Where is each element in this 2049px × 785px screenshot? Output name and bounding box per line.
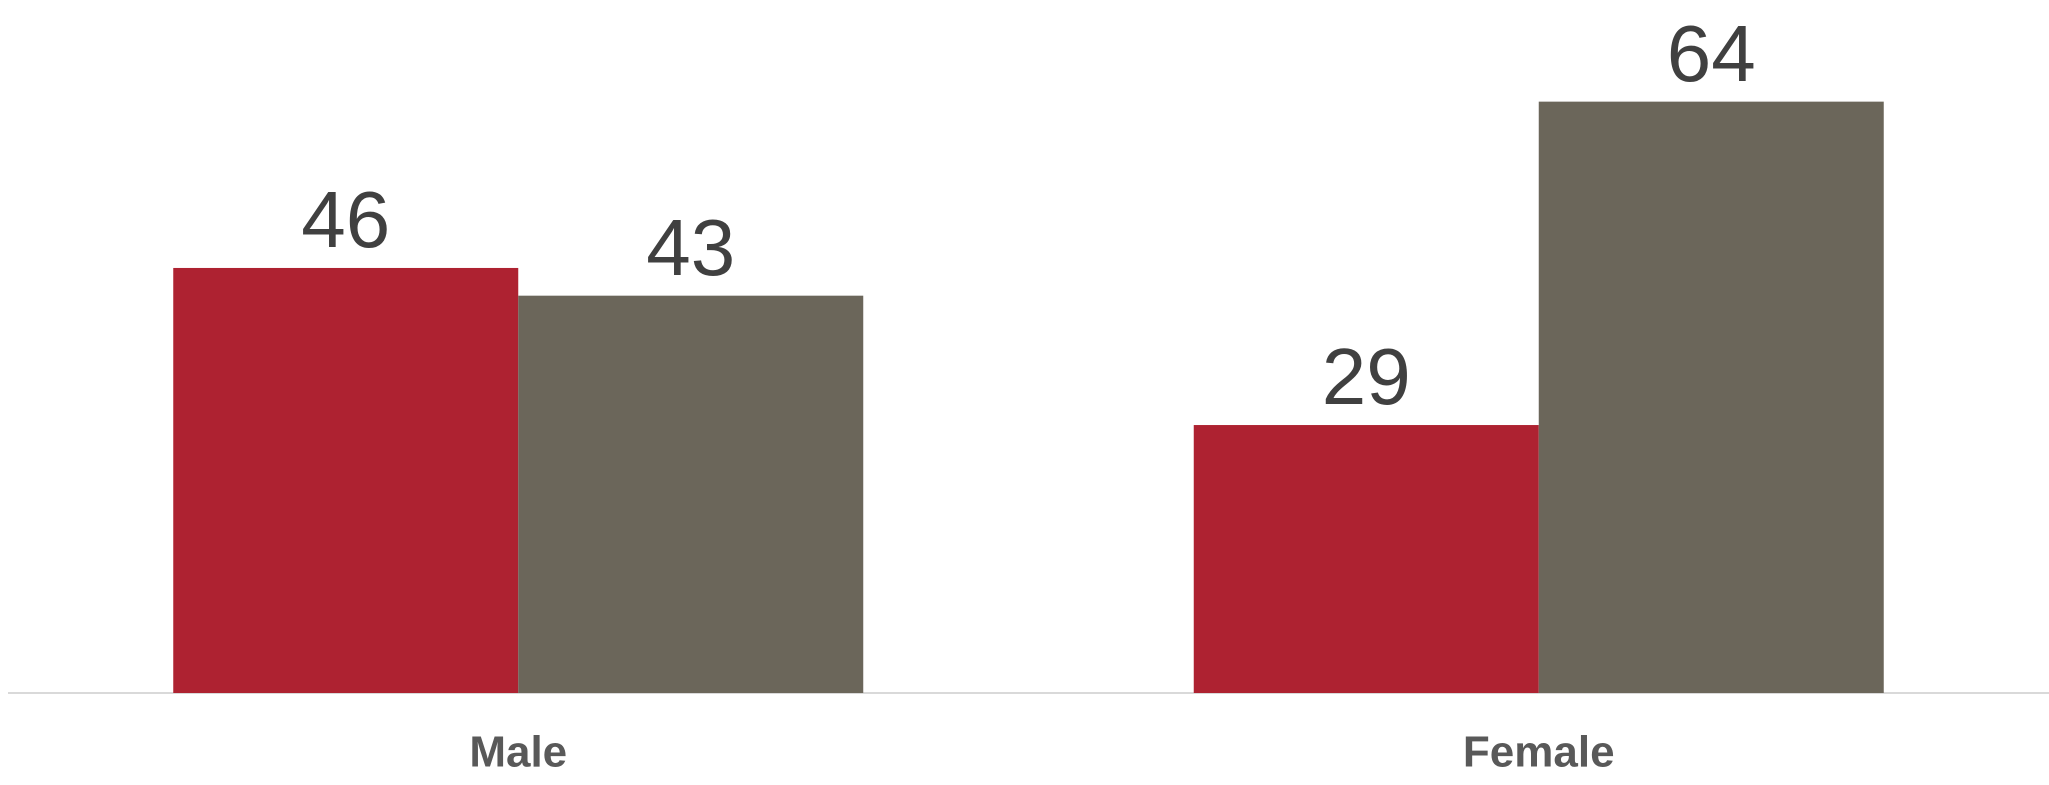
bar xyxy=(1538,101,1884,693)
data-label: 43 xyxy=(646,203,735,292)
bar xyxy=(518,295,864,693)
data-label: 29 xyxy=(1322,332,1411,421)
data-label: 64 xyxy=(1667,9,1756,98)
bar xyxy=(173,267,519,693)
data-label: 46 xyxy=(301,175,390,264)
x-tick-label: Male xyxy=(469,728,567,777)
x-tick-label: Female xyxy=(1463,728,1615,777)
bar xyxy=(1193,425,1539,693)
